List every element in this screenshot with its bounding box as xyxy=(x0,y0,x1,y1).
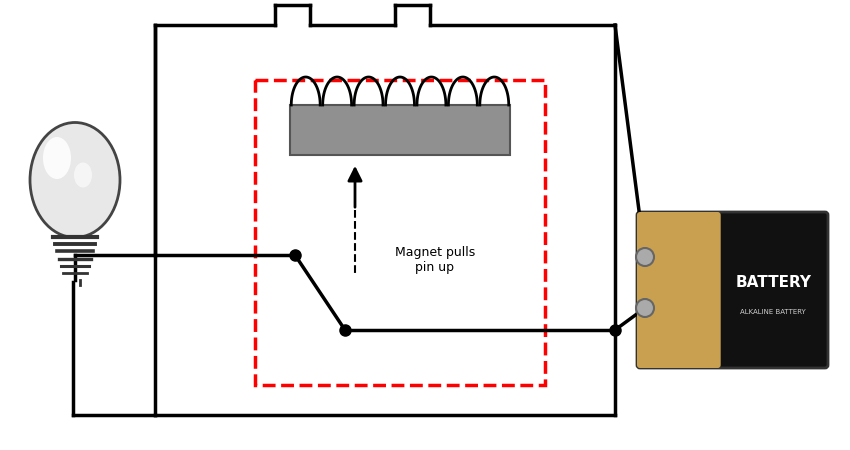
Text: ALKALINE BATTERY: ALKALINE BATTERY xyxy=(740,310,806,315)
FancyBboxPatch shape xyxy=(637,212,828,368)
Ellipse shape xyxy=(43,137,71,179)
Ellipse shape xyxy=(30,122,120,238)
FancyBboxPatch shape xyxy=(637,212,721,368)
Ellipse shape xyxy=(636,299,654,317)
Ellipse shape xyxy=(74,162,92,188)
Bar xyxy=(255,80,545,385)
Text: BATTERY: BATTERY xyxy=(735,275,811,290)
Bar xyxy=(290,105,510,155)
Ellipse shape xyxy=(636,248,654,266)
Text: Magnet pulls
pin up: Magnet pulls pin up xyxy=(395,246,475,274)
